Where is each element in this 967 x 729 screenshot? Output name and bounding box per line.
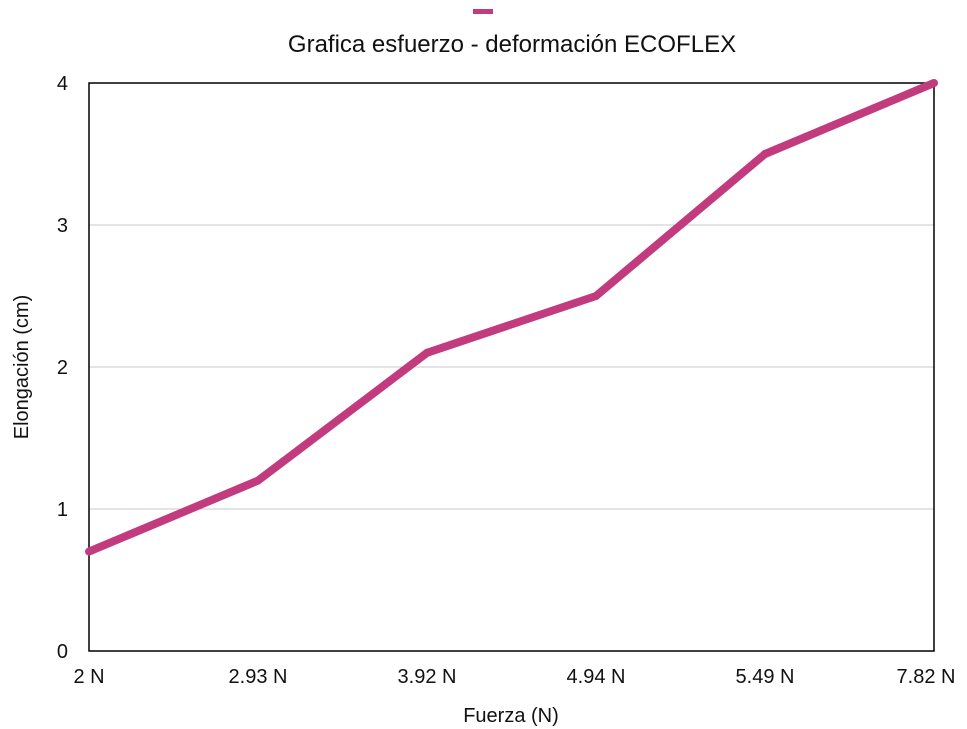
y-tick-label: 3 [57, 215, 68, 237]
chart-title: Grafica esfuerzo - deformación ECOFLEX [288, 31, 736, 58]
data-point [85, 547, 93, 556]
data-point [930, 79, 938, 87]
y-tick-label: 4 [57, 73, 68, 95]
plot-frame [88, 82, 935, 652]
legend-swatch [473, 9, 493, 14]
x-tick-label: 2 N [73, 666, 104, 688]
x-tick-label: 2.93 N [229, 666, 288, 688]
y-axis-ticks: 0 1 2 3 4 [57, 73, 68, 663]
data-point [592, 292, 600, 300]
data-point [761, 150, 769, 158]
gridlines [89, 224, 934, 510]
data-point [254, 476, 262, 485]
x-axis-ticks: 2 N 2.93 N 3.92 N 4.94 N 5.49 N 7.82 N [73, 666, 955, 688]
x-axis-title: Fuerza (N) [463, 705, 559, 727]
y-tick-label: 1 [57, 499, 68, 521]
data-point [423, 348, 431, 357]
data-points [85, 79, 938, 556]
x-tick-label: 7.82 N [897, 666, 956, 688]
x-tick-label: 4.94 N [567, 666, 626, 688]
y-tick-label: 2 [57, 357, 68, 379]
series-line [87, 79, 936, 556]
y-tick-label: 0 [57, 641, 68, 663]
y-axis-title: Elongación (cm) [11, 295, 33, 440]
x-tick-label: 3.92 N [398, 666, 457, 688]
x-tick-label: 5.49 N [736, 666, 795, 688]
